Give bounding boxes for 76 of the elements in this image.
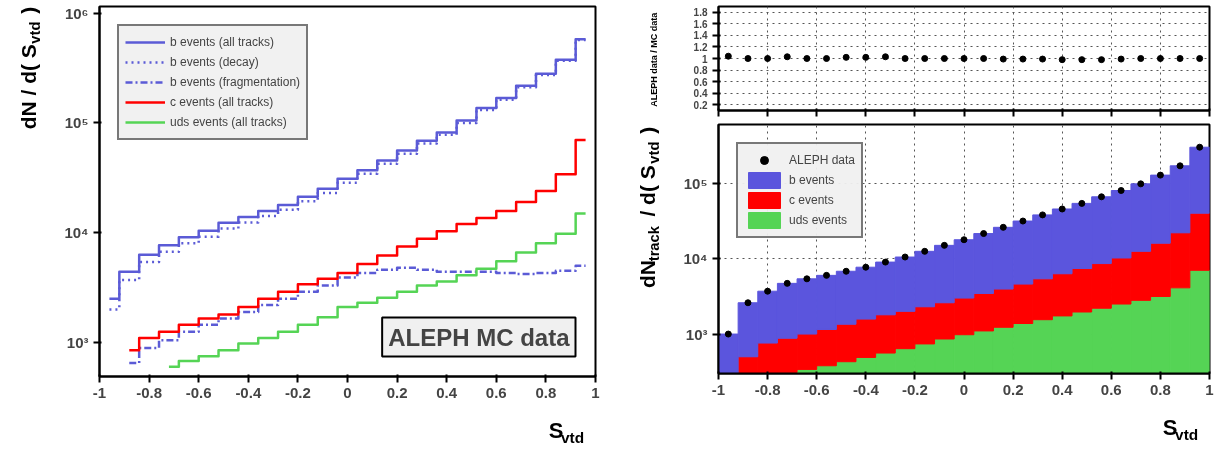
point (862, 263, 870, 271)
x-tick-label: -1 (92, 383, 107, 401)
x-tick-label: 1 (591, 383, 600, 401)
point (921, 247, 929, 255)
point (999, 223, 1007, 231)
point (842, 267, 850, 275)
x-tick-label: 0.2 (386, 383, 408, 401)
x-tick-label: 0.8 (535, 383, 557, 401)
x-tick-label: 1 (1205, 380, 1214, 398)
point (940, 241, 948, 249)
point (803, 275, 811, 283)
y-axis-title: dN / d( Svtd ) (17, 6, 43, 130)
y-tick-label: 0.2 (693, 99, 708, 111)
point (1176, 162, 1184, 170)
point (1156, 171, 1164, 179)
x-tick-label: 0.4 (436, 383, 458, 401)
x-tick-label: -0.8 (136, 383, 163, 401)
legend-label: c events (all tracks) (170, 95, 274, 109)
point (901, 253, 909, 261)
x-tick-label: -0.2 (901, 380, 928, 398)
x-tick-label: 0.6 (1100, 380, 1122, 398)
legend-label: uds events (all tracks) (170, 115, 287, 129)
point (724, 330, 732, 338)
point (881, 258, 889, 266)
point (1117, 187, 1125, 194)
y-tick-label: 1.6 (693, 18, 708, 30)
y-tick-label: 1.8 (693, 7, 708, 19)
x-tick-label: 0 (959, 380, 969, 398)
legend-label: c events (789, 193, 834, 207)
x-tick-label: 0 (343, 383, 352, 401)
point (1078, 199, 1086, 207)
x-tick-label: -0.6 (803, 380, 830, 398)
y-tick-label: 10⁴ (64, 224, 89, 242)
point (1097, 193, 1105, 201)
legend-label: b events (all tracks) (170, 35, 275, 49)
y-tick-label: 1 (701, 53, 708, 65)
point (1019, 217, 1027, 225)
x-tick-label: -0.6 (185, 383, 212, 401)
y-axis-title: ALEPH data / MC data (648, 11, 659, 107)
y-tick-label: 10⁴ (683, 250, 708, 268)
y-tick-label: 0.8 (693, 65, 708, 77)
point (783, 279, 791, 287)
y-tick-label: 10⁵ (64, 114, 89, 132)
point (823, 271, 831, 279)
legend-label: b events (789, 173, 835, 187)
x-tick-label: -0.2 (284, 383, 311, 401)
x-tick-label: 0.2 (1002, 380, 1024, 398)
y-tick-label: 1.2 (693, 41, 708, 53)
x-tick-label: -1 (711, 380, 726, 398)
point (744, 299, 752, 307)
y-tick-label: 10⁶ (64, 4, 89, 22)
point (980, 230, 988, 238)
y-tick-label: 0.6 (693, 76, 708, 88)
x-tick-label: -0.4 (852, 380, 880, 398)
y-tick-label: 0.4 (693, 88, 708, 100)
x-tick-label: -0.8 (754, 380, 781, 398)
y-tick-label: 10³ (66, 333, 89, 351)
legend-label: ALEPH data (789, 153, 856, 167)
point (1058, 205, 1066, 213)
point (1039, 211, 1047, 219)
y-tick-label: 10⁵ (683, 174, 708, 192)
y-tick-label: 10³ (685, 325, 708, 343)
legend-label: b events (decay) (170, 55, 259, 69)
legend-label: uds events (789, 213, 848, 227)
legend-label: b events (fragmentation) (170, 75, 301, 89)
point (764, 287, 772, 295)
x-tick-label: 0.4 (1051, 380, 1074, 398)
point (1196, 143, 1204, 151)
y-tick-label: 1.4 (693, 30, 708, 42)
x-tick-label: -0.4 (235, 383, 262, 401)
point (1137, 180, 1145, 188)
x-tick-label: 0.6 (485, 383, 507, 401)
x-tick-label: 0.8 (1149, 380, 1171, 398)
y-axis-title: dNtrack / d( Svtd ) (636, 126, 662, 289)
point (960, 236, 968, 244)
annotation: ALEPH MC data (388, 323, 571, 351)
